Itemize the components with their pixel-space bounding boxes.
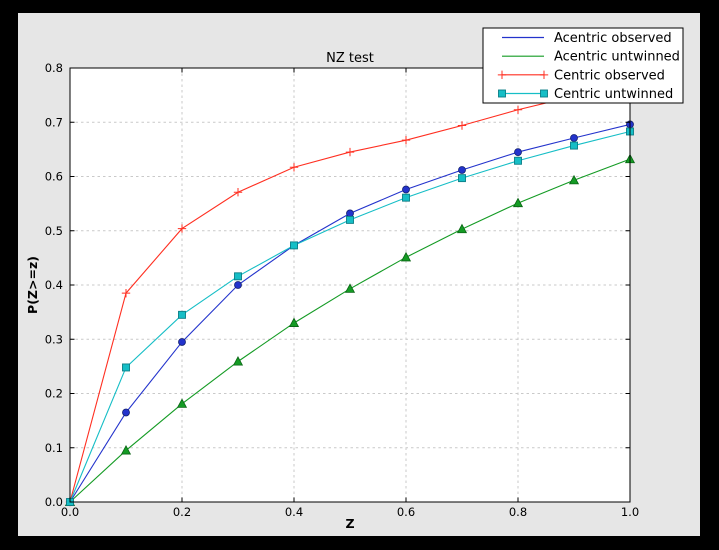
marker-circle — [514, 148, 522, 156]
marker-plus — [401, 135, 411, 145]
marker-triangle — [400, 251, 412, 262]
marker-plus — [289, 163, 299, 172]
marker-square — [290, 241, 298, 250]
marker-plus — [233, 188, 243, 197]
marker-circle — [346, 209, 354, 218]
x-tick-label: 1.0 — [621, 505, 639, 519]
x-axis-label: Z — [345, 516, 354, 531]
marker-triangle — [456, 223, 468, 234]
marker-circle — [402, 185, 410, 194]
marker-triangle — [120, 445, 132, 455]
marker-square — [458, 174, 466, 183]
series-layer — [64, 79, 636, 507]
marker-circle — [122, 408, 130, 417]
marker-square — [234, 272, 242, 281]
legend-label: Acentric untwinned — [554, 50, 680, 65]
marker-square — [570, 141, 578, 150]
y-tick-label: 0.2 — [45, 387, 63, 401]
y-axis-label: P(Z>=z) — [25, 256, 40, 314]
marker-square — [122, 363, 130, 372]
marker-plus — [539, 70, 549, 80]
y-tick-label: 0.3 — [45, 332, 63, 346]
y-tick-label: 0.4 — [45, 278, 63, 292]
legend-item-centric-observed: Centric observed — [497, 68, 665, 83]
marker-plus — [121, 288, 131, 298]
y-tick-label: 0.1 — [45, 441, 63, 455]
legend-label: Centric observed — [554, 68, 665, 83]
marker-square — [178, 310, 186, 319]
marker-plus — [345, 147, 355, 157]
y-tick-label: 0.8 — [45, 61, 63, 75]
marker-square — [346, 215, 354, 224]
legend-label: Acentric observed — [554, 31, 672, 46]
chart-title: NZ test — [326, 51, 374, 66]
marker-circle — [458, 166, 466, 174]
marker-plus — [457, 121, 467, 130]
legend-label: Centric untwinned — [554, 87, 673, 102]
marker-triangle — [512, 197, 524, 208]
marker-triangle — [288, 317, 300, 327]
y-tick-label: 0.5 — [45, 224, 63, 238]
legend-item-acentric-untwinned: Acentric untwinned — [502, 50, 680, 65]
marker-square — [402, 193, 410, 202]
y-tick-label: 0.0 — [45, 495, 63, 509]
legend: Acentric observed Acentric untwinned Centr… — [482, 27, 684, 104]
marker-circle — [178, 338, 186, 346]
marker-square — [514, 156, 522, 165]
x-tick-label: 0.8 — [509, 505, 527, 519]
marker-circle — [570, 134, 578, 142]
marker-triangle — [568, 174, 580, 185]
marker-plus — [497, 70, 507, 80]
marker-triangle — [176, 398, 188, 408]
x-tick-label: 0.6 — [397, 505, 415, 519]
marker-square — [498, 89, 506, 98]
marker-plus — [513, 105, 523, 114]
legend-box — [482, 27, 684, 104]
x-tick-label: 0.4 — [285, 505, 303, 519]
marker-circle — [234, 281, 242, 289]
marker-triangle — [344, 283, 356, 293]
legend-item-centric-untwinned: Centric untwinned — [498, 87, 673, 102]
x-tick-label: 0.2 — [173, 505, 191, 519]
marker-square — [540, 89, 548, 98]
legend-item-acentric-observed: Acentric observed — [502, 31, 672, 46]
marker-triangle — [232, 356, 244, 366]
x-tick-label: 0.0 — [61, 505, 79, 519]
marker-plus — [177, 224, 187, 233]
y-tick-label: 0.6 — [45, 170, 63, 184]
tick-labels: 0.0 0.2 0.4 0.6 0.8 1.0 0.0 0.1 0.2 0.3 0.4 0.5 0.6 0… — [45, 61, 639, 519]
y-tick-label: 0.7 — [45, 115, 63, 129]
